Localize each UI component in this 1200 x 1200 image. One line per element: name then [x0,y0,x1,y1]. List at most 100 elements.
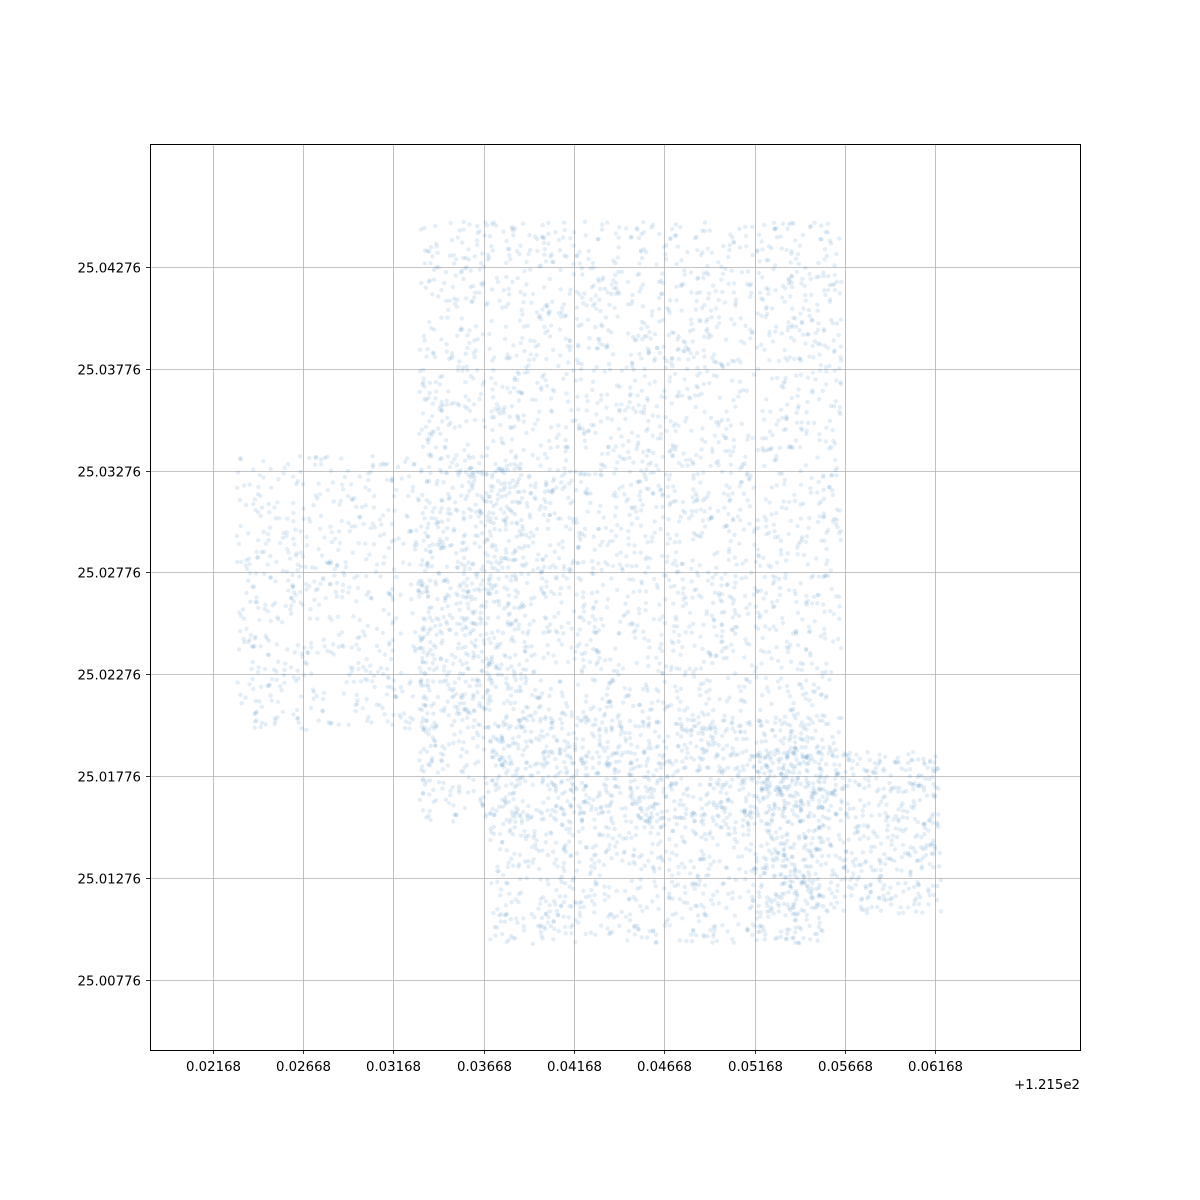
scatter-point [617,759,622,764]
scatter-point [646,486,651,492]
scatter-point [783,936,789,942]
scatter-point [662,707,667,712]
scatter-point [610,352,616,357]
scatter-point [654,463,659,468]
scatter-point [702,228,708,234]
scatter-point [501,746,507,751]
scatter-point [418,679,424,685]
scatter-point [676,346,681,352]
scatter-point [681,586,686,591]
scatter-point [830,790,836,795]
scatter-point [499,436,504,441]
scatter-point [672,583,677,588]
scatter-point [784,414,789,419]
scatter-point [656,801,661,807]
scatter-point [422,396,427,402]
scatter-point [263,633,268,639]
scatter-point [592,624,597,630]
scatter-point [619,566,625,571]
scatter-point [479,281,484,286]
scatter-point [759,296,764,301]
scatter-point [553,840,559,845]
scatter-point [293,592,298,598]
scatter-point [652,356,658,361]
scatter-point [631,460,636,465]
scatter-point [536,695,542,700]
scatter-point [617,486,622,491]
scatter-point [617,409,622,414]
scatter-point [651,864,656,870]
scatter-point [803,292,808,298]
scatter-point [318,462,324,467]
scatter-point [793,940,798,945]
scatter-point [488,484,494,489]
scatter-point [802,835,807,841]
scatter-point [501,441,506,446]
scatter-point [499,559,504,564]
scatter-point [541,240,547,245]
scatter-point [785,857,791,862]
scatter-point [401,711,407,716]
scatter-point [655,585,660,591]
scatter-point [594,630,599,635]
scatter-point [457,584,463,589]
scatter-point [560,693,565,699]
scatter-point [612,513,618,519]
scatter-point [398,670,404,676]
scatter-point [577,811,582,817]
scatter-point [502,652,507,658]
scatter-point [614,851,620,856]
scatter-point [801,552,807,558]
scatter-point [760,408,765,414]
scatter-point [477,683,483,688]
scatter-point [366,715,371,720]
scatter-point [564,826,569,832]
scatter-point [817,437,822,443]
scatter-point [638,497,643,503]
scatter-point [513,557,518,562]
scatter-point [678,224,683,230]
scatter-point [774,422,779,427]
scatter-point [457,701,462,706]
scatter-point [512,814,517,820]
scatter-point [259,550,264,555]
scatter-point [444,471,450,476]
scatter-point [824,693,829,698]
scatter-point [556,610,561,616]
scatter-point [623,601,628,606]
scatter-point [805,769,810,774]
scatter-point [816,686,821,691]
scatter-point [676,334,681,339]
scatter-point [656,483,661,488]
scatter-point [464,265,469,270]
scatter-point [770,339,776,344]
scatter-point [328,581,333,587]
scatter-point [785,927,790,932]
scatter-point [626,693,632,698]
scatter-point [528,490,534,496]
scatter-point [518,341,523,346]
scatter-point [694,570,700,575]
scatter-point [756,554,762,559]
scatter-point [626,897,632,902]
scatter-point [680,561,685,567]
scatter-point [574,768,580,773]
scatter-point [433,241,439,246]
scatter-point [626,542,631,547]
scatter-point [550,808,555,813]
scatter-point [839,646,844,651]
scatter-point [565,445,570,450]
scatter-point [426,762,431,767]
scatter-point [435,596,440,602]
scatter-point [482,540,487,545]
scatter-point [805,562,811,567]
scatter-point [497,298,502,303]
scatter-point [510,831,515,837]
scatter-point [332,536,338,541]
scatter-point [631,589,636,595]
scatter-point [609,856,614,861]
scatter-point [778,548,784,553]
scatter-point [645,398,650,403]
scatter-point [343,565,349,570]
scatter-point [809,881,815,886]
